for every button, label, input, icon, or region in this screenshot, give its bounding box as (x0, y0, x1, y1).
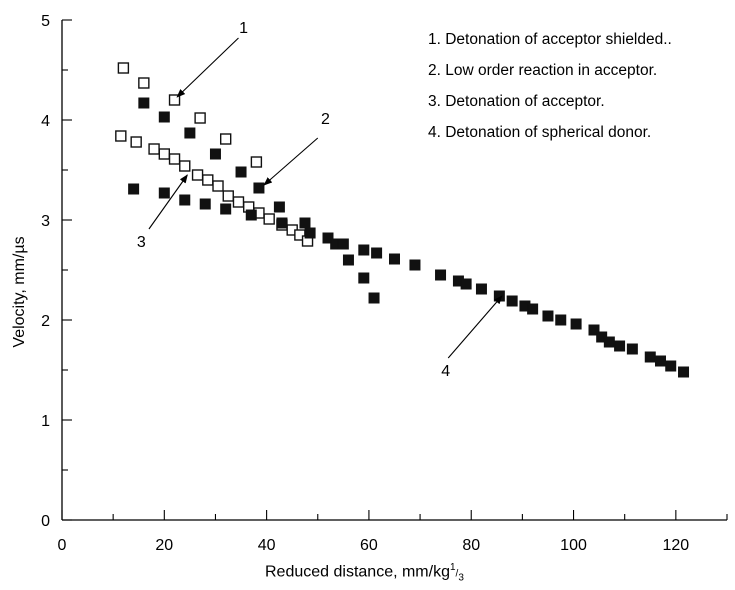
open-square-point (263, 213, 275, 225)
annotation-arrow (176, 37, 239, 98)
open-square-point (168, 94, 181, 106)
filled-square-point (389, 253, 400, 265)
x-axis-label-sup: 1 (449, 562, 456, 573)
filled-square-point (409, 259, 421, 271)
filled-square-point (603, 336, 615, 348)
legend-entry-3: 3. Detonation of acceptor. (428, 93, 605, 110)
y-tick-label: 0 (41, 513, 50, 530)
legend-entry-4: 4. Detonation of spherical donor. (428, 124, 652, 141)
filled-square-point (158, 187, 170, 199)
filled-square-point (644, 351, 656, 363)
filled-square-point (475, 283, 487, 295)
filled-square-point (138, 97, 150, 109)
open-square-point (202, 174, 214, 186)
open-square-point (130, 136, 142, 148)
filled-square-point (570, 318, 582, 330)
filled-square-point (253, 182, 265, 194)
x-tick-label: 0 (58, 537, 67, 554)
y-tick-label: 4 (41, 113, 50, 130)
filled-square-point (235, 166, 247, 178)
open-square-point (115, 130, 127, 142)
open-square-point (222, 190, 234, 202)
annotations: 1 2 3 4 (137, 20, 503, 380)
axis-ticks: 0 1 2 3 4 5 0 20 40 60 80 100 120 (41, 13, 728, 554)
filled-square-point (304, 227, 316, 239)
annotation-arrow (148, 174, 188, 230)
y-axis-label: Velocity, mm/µs (11, 236, 28, 348)
annotation-label: 3 (137, 234, 146, 251)
filled-square-point (460, 278, 472, 290)
filled-square-point (358, 272, 370, 284)
filled-square-point (128, 183, 140, 195)
x-axis-label-sub: 3 (458, 572, 464, 584)
x-tick-label: 100 (560, 537, 587, 554)
x-tick-label: 20 (155, 537, 173, 554)
filled-square-point (527, 303, 539, 315)
open-square-point (148, 143, 160, 155)
filled-square-point (337, 238, 349, 250)
filled-square-point (220, 203, 232, 215)
data-points (115, 62, 690, 378)
x-axis-label-text: Reduced distance, mm/kg (265, 563, 450, 581)
filled-square-point (678, 366, 690, 378)
filled-square-point (199, 198, 211, 210)
open-square-point (194, 112, 206, 124)
x-tick-label: 40 (258, 537, 276, 554)
filled-square-point (371, 247, 383, 259)
open-square-point (191, 169, 204, 181)
filled-square-point (358, 244, 370, 256)
filled-square-point (245, 209, 257, 221)
x-axis-label: Reduced distance, mm/kg1/3 (265, 562, 464, 584)
open-square-point (212, 180, 224, 192)
annotation-arrow (447, 295, 503, 359)
annotation-label: 2 (321, 111, 330, 128)
filled-square-point (665, 360, 677, 372)
filled-square-point (506, 295, 518, 307)
x-tick-label: 80 (462, 537, 480, 554)
open-square-point (158, 148, 171, 160)
filled-square-point (626, 343, 638, 355)
filled-square-point (158, 111, 170, 123)
annotation-label: 1 (239, 20, 248, 37)
legend: 1. Detonation of acceptor shielded.. 2. … (428, 24, 672, 148)
filled-square-point (179, 194, 191, 206)
x-tick-label: 60 (360, 537, 378, 554)
filled-square-point (542, 310, 554, 322)
filled-square-point (555, 314, 567, 326)
filled-square-point (342, 254, 354, 266)
filled-square-point (614, 340, 626, 352)
filled-square-point (588, 324, 600, 336)
open-square-point (219, 133, 232, 145)
filled-square-point (273, 201, 285, 213)
y-tick-label: 5 (41, 13, 50, 30)
filled-square-point (276, 217, 288, 229)
filled-square-point (322, 232, 334, 244)
filled-square-point (435, 269, 447, 281)
filled-square-point (299, 217, 311, 229)
open-square-point (179, 160, 191, 172)
open-square-point (117, 62, 130, 74)
y-tick-label: 3 (41, 213, 50, 230)
open-square-point (168, 153, 181, 165)
legend-entry-1: 1. Detonation of acceptor shielded.. (428, 31, 672, 48)
filled-square-point (209, 148, 221, 160)
filled-square-point (184, 127, 196, 139)
y-tick-label: 1 (41, 413, 50, 430)
open-square-point (232, 196, 245, 208)
legend-entry-2: 2. Low order reaction in acceptor. (428, 62, 658, 79)
annotation-label: 4 (441, 363, 450, 380)
filled-square-point (655, 355, 666, 367)
filled-square-point (368, 292, 380, 304)
y-tick-label: 2 (41, 313, 50, 330)
open-square-point (138, 77, 150, 89)
open-square-point (250, 156, 263, 168)
annotation-arrow (263, 137, 319, 186)
x-tick-label: 120 (662, 537, 689, 554)
